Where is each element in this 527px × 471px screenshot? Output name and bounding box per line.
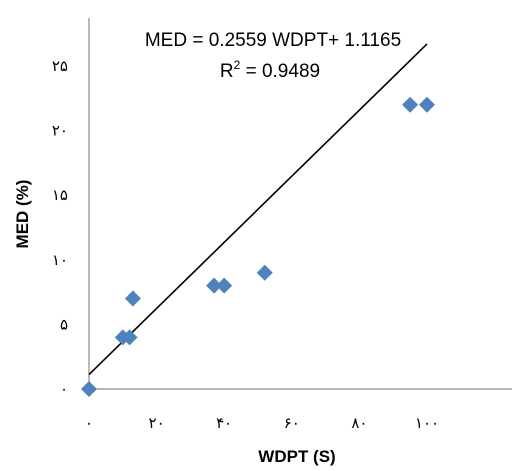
equation-label: MED = 0.2559 WDPT+ 1.1165 xyxy=(145,30,401,51)
r-squared-label: R2 = 0.9489 xyxy=(220,58,320,82)
x-tick-label: ۶٠ xyxy=(284,415,300,432)
data-point xyxy=(402,96,419,113)
data-point xyxy=(419,96,435,113)
data-point xyxy=(206,277,223,294)
x-tick-labels: ٠ ٢٠ ۴٠ ۶٠ ٨٠ ١٠٠ xyxy=(85,415,439,432)
y-tick-label: ٢۵ xyxy=(52,58,68,75)
r-squared-value: = 0.9489 xyxy=(240,61,320,82)
trendline xyxy=(88,43,428,376)
data-point xyxy=(216,277,233,294)
x-axis-title: WDPT (S) xyxy=(258,447,335,466)
y-tick-label: ١۵ xyxy=(52,187,68,204)
r-squared-prefix: R xyxy=(220,61,234,82)
data-point xyxy=(256,264,273,281)
x-tick-label: ٠ xyxy=(85,415,93,432)
data-point xyxy=(121,329,138,346)
data-point xyxy=(124,290,141,307)
y-tick-label: ٢٠ xyxy=(52,123,68,140)
y-axis-title: MED (%) xyxy=(13,180,32,249)
data-points xyxy=(81,96,435,397)
x-tick-label: ٢٠ xyxy=(149,415,165,432)
x-tick-label: ٨٠ xyxy=(351,415,367,432)
r-squared-superscript: 2 xyxy=(234,58,241,72)
y-tick-label: ۵ xyxy=(60,316,68,333)
data-point xyxy=(81,381,97,397)
x-tick-label: ١٠٠ xyxy=(415,415,439,432)
axes xyxy=(88,18,512,390)
y-tick-labels: ٠ ۵ ١٠ ١۵ ٢٠ ٢۵ xyxy=(52,58,68,398)
y-tick-label: ٠ xyxy=(60,381,68,398)
x-tick-label: ۴٠ xyxy=(216,415,232,432)
y-tick-label: ١٠ xyxy=(52,252,68,269)
